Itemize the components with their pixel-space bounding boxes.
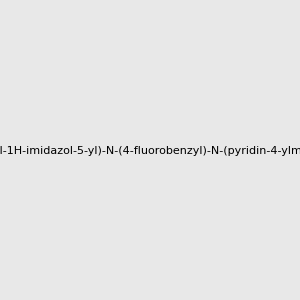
Text: 1-(2-ethyl-4-methyl-1H-imidazol-5-yl)-N-(4-fluorobenzyl)-N-(pyridin-4-ylmethyl)m: 1-(2-ethyl-4-methyl-1H-imidazol-5-yl)-N-…: [0, 146, 300, 157]
